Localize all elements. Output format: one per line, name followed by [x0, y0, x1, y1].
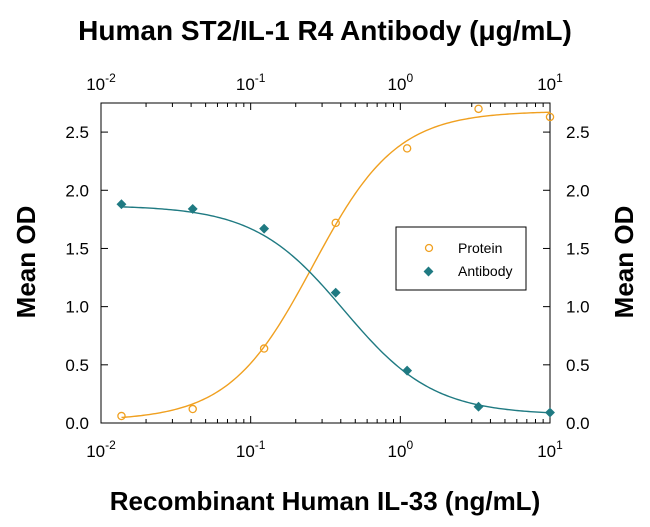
x-tick-label-bottom: 100	[388, 438, 414, 461]
data-point-antibody	[259, 223, 270, 234]
chart-title: Human ST2/IL-1 R4 Antibody (μg/mL)	[78, 15, 572, 46]
y-tick-label-right: 1.5	[566, 239, 590, 258]
data-point-protein	[259, 344, 269, 353]
y-tick-label-right: 2.5	[566, 123, 590, 142]
x-tick-label-bottom: 10-2	[86, 438, 116, 461]
legend-protein-marker	[424, 243, 434, 253]
x-tick-label-top: 101	[537, 71, 563, 94]
x-tick-label-top: 10-1	[236, 71, 266, 94]
y-tick-label-right: 0.0	[566, 414, 590, 433]
x-tick-label-top: 10-2	[86, 71, 116, 94]
x-tick-label-bottom: 101	[537, 438, 563, 461]
legend: Protein Antibody	[395, 226, 527, 291]
y-tick-label-left: 2.5	[65, 123, 89, 142]
data-point-protein	[402, 144, 412, 153]
fit-curve-protein	[121, 111, 551, 419]
legend-protein-label: Protein	[458, 240, 502, 256]
legend-antibody-marker	[423, 266, 434, 277]
y-tick-label-right: 1.0	[566, 298, 590, 317]
data-point-antibody	[187, 203, 198, 214]
y-tick-label-right: 2.0	[566, 181, 590, 200]
data-markers	[116, 104, 555, 421]
data-point-antibody	[116, 199, 127, 210]
y-axis-label-right: Mean OD	[609, 206, 639, 319]
y-tick-label-left: 1.5	[65, 239, 89, 258]
x-tick-label-bottom: 10-1	[236, 438, 266, 461]
plot-area-frame	[100, 102, 551, 424]
data-point-protein	[117, 411, 126, 421]
x-axis-label: Recombinant Human IL-33 (ng/mL)	[110, 486, 540, 516]
y-tick-label-left: 2.0	[65, 181, 89, 200]
y-axis-ticks: 0.0 0.0 0.5 0.5 1.0 1.0 1.5 1.5 2.0 2.0 2.5 2.5	[65, 123, 589, 433]
y-axis-label-left: Mean OD	[11, 206, 41, 319]
legend-antibody-label: Antibody	[458, 263, 512, 279]
data-point-antibody	[330, 287, 341, 298]
y-tick-label-right: 0.5	[566, 356, 590, 375]
y-tick-label-left: 1.0	[65, 298, 89, 317]
x-tick-label-top: 100	[388, 71, 414, 94]
data-point-antibody	[545, 407, 555, 418]
data-point-antibody	[402, 365, 413, 376]
y-tick-label-left: 0.5	[65, 356, 89, 375]
x-axis-ticks: 10-2 10-2 10-1 10-1 100 100 101 101	[86, 71, 563, 461]
data-point-protein	[331, 218, 340, 228]
data-point-protein	[474, 104, 483, 114]
data-point-antibody	[473, 401, 484, 412]
data-point-protein	[188, 404, 197, 414]
y-tick-label-left: 0.0	[65, 414, 89, 433]
data-point-protein	[545, 112, 555, 122]
legend-box	[395, 226, 527, 291]
